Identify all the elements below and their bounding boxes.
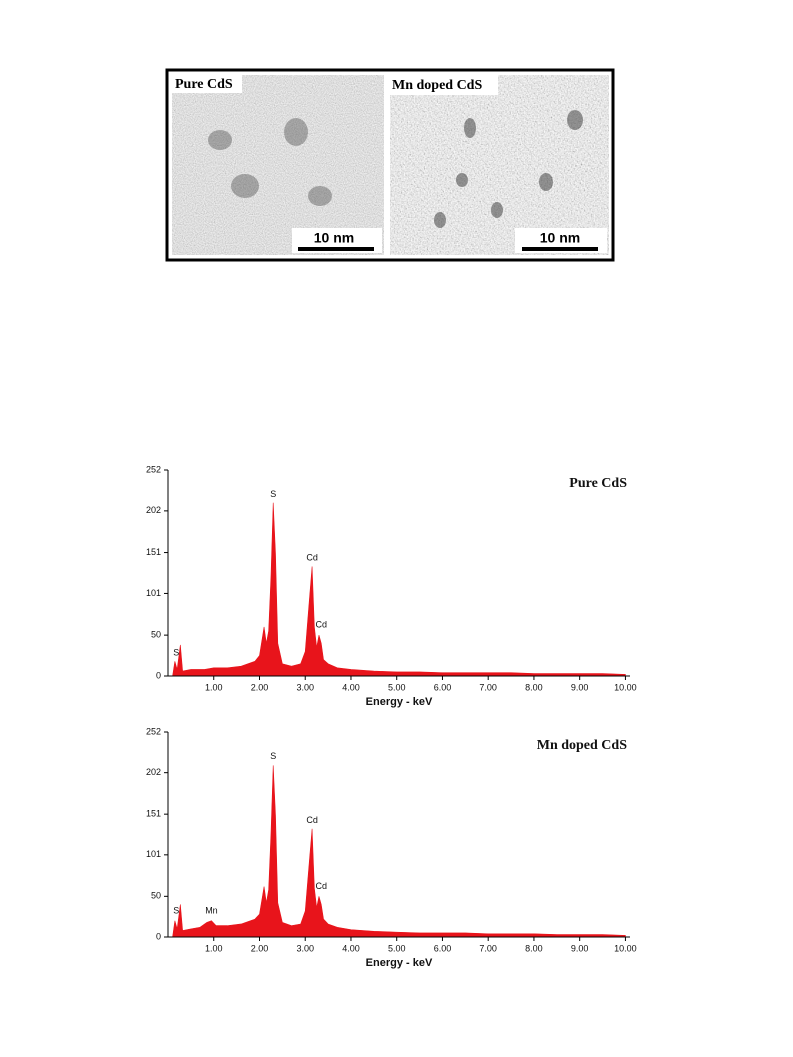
label-bg	[390, 75, 498, 95]
chart-title: Mn doped CdS	[537, 738, 627, 753]
scale-label: 10 nm	[314, 230, 354, 246]
y-tick-label: 151	[146, 809, 161, 819]
y-tick-label: 50	[151, 630, 161, 640]
y-tick-label: 101	[146, 588, 161, 598]
x-tick-label: 9.00	[571, 682, 589, 692]
y-tick-label: 0	[156, 670, 161, 680]
scale-bar	[298, 247, 374, 251]
x-tick-label: 2.00	[251, 682, 269, 692]
x-tick-label: 6.00	[434, 943, 452, 953]
x-tick-label: 10.00	[614, 943, 637, 953]
peak-label: Cd	[315, 620, 327, 630]
tem-image-pure	[172, 75, 384, 255]
y-tick-label: 0	[156, 931, 161, 941]
y-tick-label: 202	[146, 505, 161, 515]
peak-label: S	[173, 905, 179, 915]
y-tick-label: 202	[146, 767, 161, 777]
x-tick-label: 6.00	[434, 682, 452, 692]
y-tick-label: 151	[146, 547, 161, 557]
x-tick-label: 3.00	[296, 943, 314, 953]
peak-label: S	[173, 647, 179, 657]
y-tick-label: 252	[146, 726, 161, 736]
x-tick-label: 4.00	[342, 682, 360, 692]
x-tick-label: 7.00	[479, 682, 497, 692]
particles	[434, 110, 583, 228]
particles	[208, 118, 332, 206]
x-tick-label: 5.00	[388, 682, 406, 692]
x-tick-label: 2.00	[251, 943, 269, 953]
peak-label: Cd	[315, 881, 327, 891]
panel-label: Pure CdS	[175, 77, 233, 92]
label-bg	[172, 75, 242, 93]
y-tick-label: 101	[146, 849, 161, 859]
peak-label: Cd	[306, 553, 318, 563]
y-tick-label: 50	[151, 891, 161, 901]
peak-label: S	[270, 489, 276, 499]
spectrum	[172, 765, 626, 938]
y-tick-label: 252	[146, 464, 161, 474]
panel-label: Mn doped CdS	[392, 78, 482, 93]
x-axis-label: Energy - keV	[366, 696, 433, 708]
x-tick-label: 7.00	[479, 943, 497, 953]
spectrum	[172, 502, 626, 677]
peak-label: S	[270, 751, 276, 761]
x-tick-label: 3.00	[296, 682, 314, 692]
chart-title: Pure CdS	[569, 476, 627, 491]
x-tick-label: 10.00	[614, 682, 637, 692]
x-axis-label: Energy - keV	[366, 957, 433, 969]
chart: 0 50 101 151 202 252 1.00 2.00 3.00 4.00 5.00 6.00 7…	[146, 726, 637, 969]
x-tick-label: 8.00	[525, 943, 543, 953]
x-tick-label: 9.00	[571, 943, 589, 953]
x-tick-label: 8.00	[525, 682, 543, 692]
chart: 0 50 101 151 202 252 1.00 2.00 3.00 4.00 5.00 6.00 7…	[146, 464, 637, 708]
x-tick-label: 1.00	[205, 682, 223, 692]
scale-bar	[522, 247, 598, 251]
tem-image-doped	[390, 75, 609, 255]
peak-label: Mn	[205, 905, 218, 915]
x-tick-label: 4.00	[342, 943, 360, 953]
peak-label: Cd	[306, 815, 318, 825]
x-tick-label: 1.00	[205, 943, 223, 953]
tem-figure: Pure CdS Mn doped CdS 10 nm 10 nm	[165, 68, 615, 262]
scale-label: 10 nm	[540, 230, 580, 246]
x-tick-label: 5.00	[388, 943, 406, 953]
